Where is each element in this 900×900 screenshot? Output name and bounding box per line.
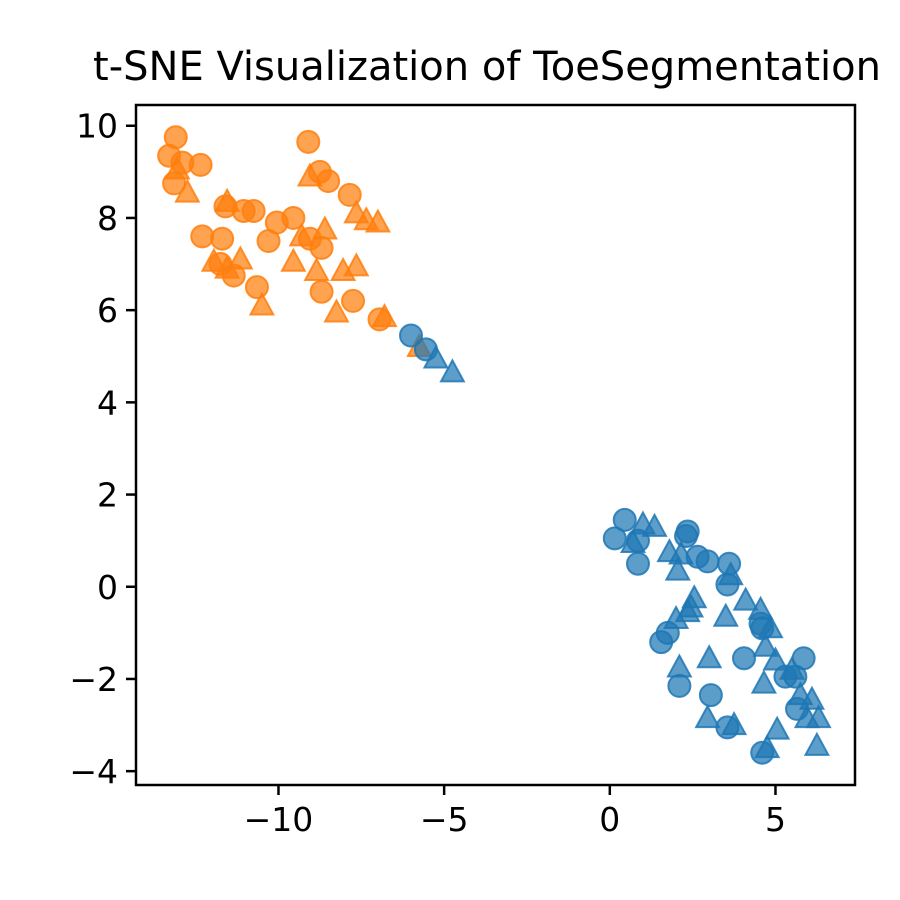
data-point-triangle <box>803 731 830 756</box>
data-point-triangle <box>288 222 315 247</box>
data-point-circle <box>244 275 269 300</box>
data-point-circle <box>674 524 699 549</box>
data-point-triangle <box>694 704 721 729</box>
data-point-triangle <box>778 655 806 680</box>
data-point-triangle <box>439 358 466 383</box>
data-point-circle <box>399 323 424 348</box>
x-tick-label: 5 <box>765 800 786 839</box>
data-point-circle <box>695 549 720 574</box>
data-point-triangle <box>762 646 789 671</box>
data-point-triangle <box>619 528 647 553</box>
data-point-triangle <box>214 187 241 212</box>
data-point-triangle <box>248 291 275 316</box>
data-point-triangle <box>227 245 254 270</box>
y-tick-label: 2 <box>97 476 118 515</box>
y-tick-label: 10 <box>76 107 118 146</box>
data-point-triangle <box>641 512 668 537</box>
data-point-triangle <box>371 302 398 328</box>
data-point-circle <box>188 152 213 177</box>
data-point-circle <box>241 199 266 224</box>
data-point-triangle <box>164 155 191 180</box>
chart-title: t-SNE Visualization of ToeSegmentation <box>93 44 881 90</box>
data-point-circle <box>337 182 362 207</box>
y-tick-label: −4 <box>69 752 118 791</box>
data-point-triangle <box>666 653 693 678</box>
x-tick-label: −5 <box>420 800 469 839</box>
plot-frame <box>134 103 857 787</box>
data-point-triangle <box>798 685 826 710</box>
y-tick-label: 0 <box>97 568 118 607</box>
data-point-triangle <box>664 556 691 581</box>
data-point-triangle <box>330 256 357 281</box>
data-point-triangle <box>750 669 777 694</box>
data-point-triangle <box>280 247 307 272</box>
data-point-triangle <box>752 632 779 657</box>
data-point-triangle <box>174 178 201 203</box>
data-point-circle <box>732 646 757 671</box>
data-point-circle <box>612 507 637 532</box>
data-point-triangle <box>793 704 821 729</box>
data-point-triangle <box>757 614 784 639</box>
data-point-triangle <box>696 644 723 669</box>
data-point-circle <box>667 673 692 698</box>
data-point-circle <box>625 551 650 576</box>
data-point-circle <box>309 235 334 260</box>
y-tick-label: 8 <box>97 199 118 238</box>
data-point-triangle <box>311 215 338 240</box>
data-point-triangle <box>296 162 324 187</box>
data-point-triangle <box>720 710 748 736</box>
data-point-circle <box>256 229 281 253</box>
y-tick-label: −2 <box>69 660 118 699</box>
data-point-triangle <box>732 586 759 611</box>
data-points-layer <box>157 125 832 765</box>
data-point-triangle <box>343 252 370 277</box>
data-point-triangle <box>754 734 781 759</box>
y-tick-label: 6 <box>97 291 118 330</box>
data-point-triangle <box>764 715 791 740</box>
data-point-triangle <box>323 298 350 323</box>
data-point-triangle <box>364 208 391 233</box>
data-point-triangle <box>712 602 739 627</box>
data-point-circle <box>316 169 341 194</box>
data-point-circle <box>190 224 215 249</box>
axes-layer: −10 −5 0 5 −4 −2 0 2 4 6 8 10 <box>69 103 857 839</box>
x-tick-label: −10 <box>244 800 314 839</box>
data-point-circle <box>210 226 235 251</box>
data-point-circle <box>698 683 723 708</box>
data-point-circle <box>296 129 321 154</box>
data-point-triangle <box>662 604 690 630</box>
data-point-circle <box>309 279 334 304</box>
data-point-circle <box>281 205 306 230</box>
data-point-circle <box>341 288 366 313</box>
data-point-triangle <box>303 256 330 281</box>
y-tick-label: 4 <box>97 383 118 422</box>
data-point-triangle <box>717 561 744 586</box>
data-point-circle <box>602 526 627 551</box>
x-tick-label: 0 <box>599 800 620 839</box>
data-point-triangle <box>747 595 774 620</box>
data-point-triangle <box>200 247 227 272</box>
data-point-triangle <box>422 344 449 369</box>
